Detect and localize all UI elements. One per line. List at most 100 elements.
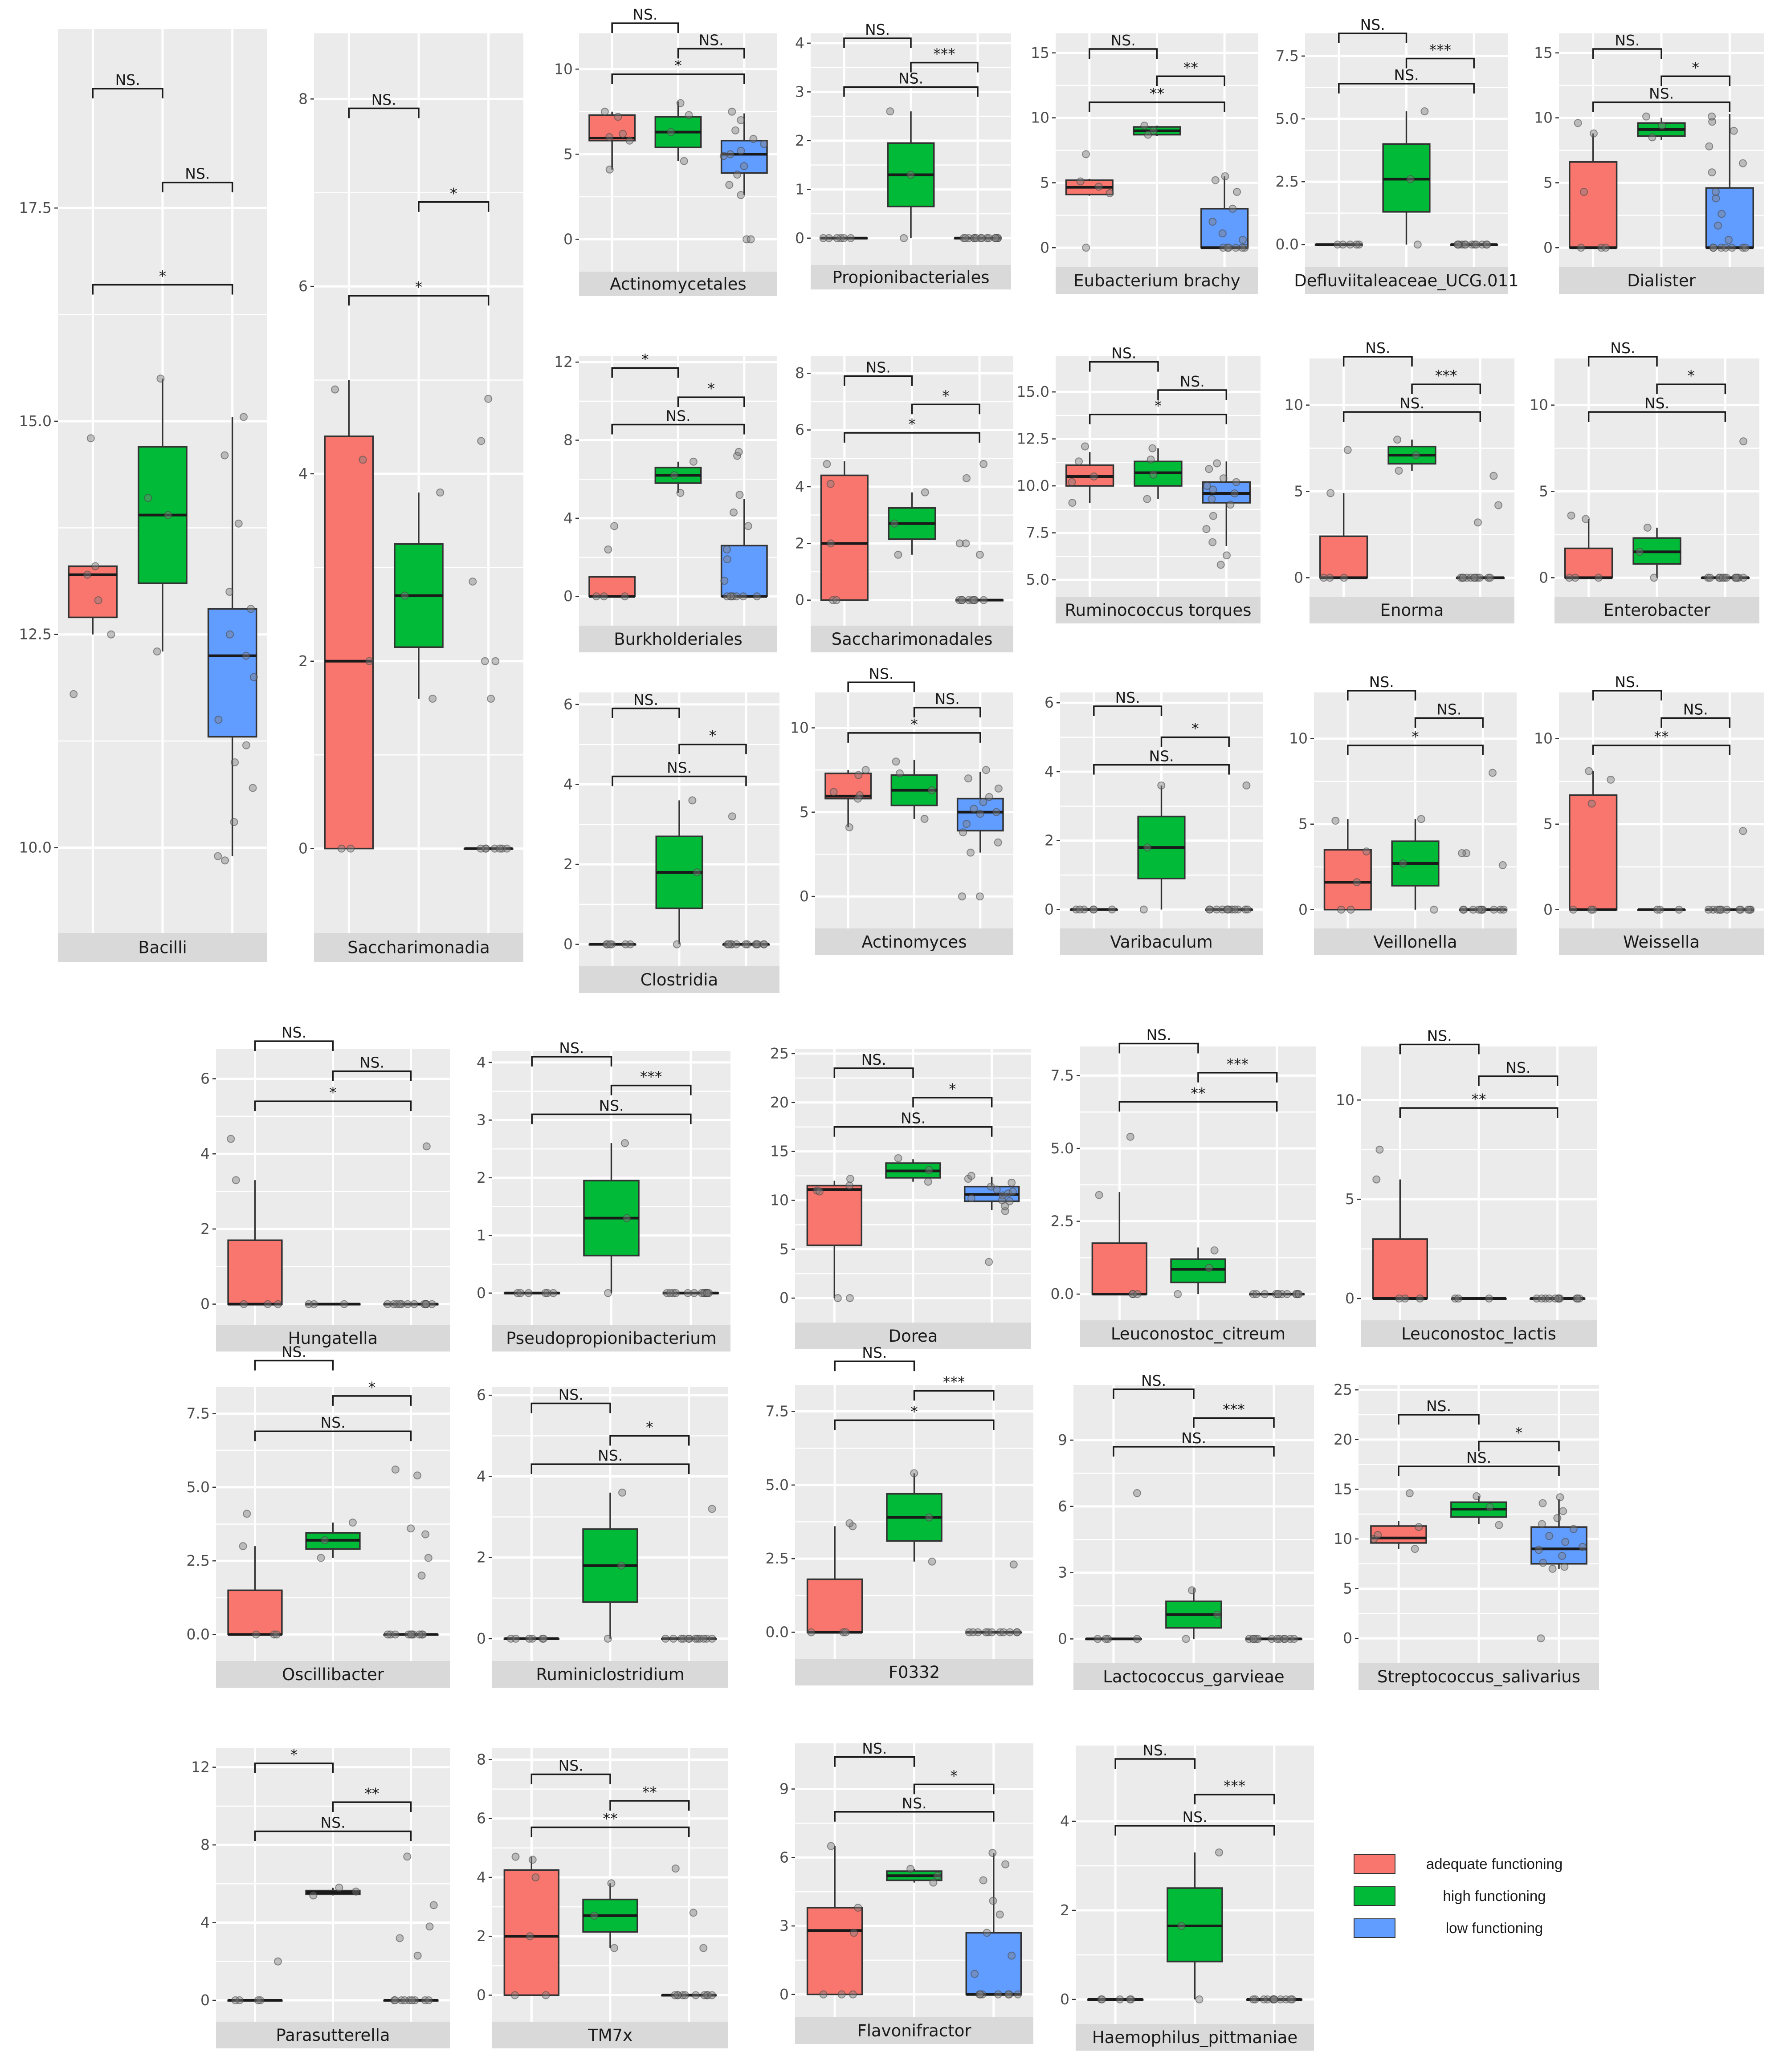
data-point bbox=[849, 1522, 857, 1531]
y-tick-label: 0 bbox=[1343, 1629, 1352, 1647]
data-point bbox=[807, 1628, 816, 1636]
panel-label: Saccharimonadia bbox=[347, 938, 490, 957]
strip-background bbox=[1076, 2024, 1314, 2051]
box-high-functioning bbox=[1632, 527, 1681, 578]
data-point bbox=[1177, 1922, 1186, 1930]
y-tick-label: 3 bbox=[1058, 1564, 1067, 1581]
data-point bbox=[1216, 561, 1225, 569]
panel-leuconostoc-citreum: 0.02.55.07.5NS.*****Leuconostoc_citreum bbox=[1051, 1026, 1316, 1347]
data-point bbox=[1219, 474, 1228, 483]
data-point bbox=[1551, 1294, 1559, 1303]
data-point bbox=[274, 1300, 282, 1308]
data-point bbox=[1148, 444, 1157, 452]
significance-label: * bbox=[1687, 367, 1695, 384]
data-point bbox=[1076, 177, 1085, 186]
data-point bbox=[894, 550, 902, 559]
data-point bbox=[542, 1991, 550, 1999]
data-point bbox=[992, 808, 1001, 816]
data-point bbox=[720, 577, 729, 585]
box-low-functioning bbox=[1200, 176, 1249, 249]
significance-label: *** bbox=[1223, 1400, 1245, 1418]
strip-background bbox=[216, 1661, 450, 1688]
significance-bracket bbox=[678, 743, 747, 754]
panel-bacilli: 10.0 12.5 15.0 17.5 NS. NS. * Bacilli bbox=[19, 29, 267, 962]
significance-label: NS. bbox=[633, 691, 658, 708]
box-adequate-functioning bbox=[806, 1846, 863, 1995]
significance-bracket bbox=[677, 396, 745, 407]
data-point bbox=[688, 796, 697, 805]
legend-item-low-functioning: low functioning bbox=[1354, 1918, 1543, 1938]
significance-bracket bbox=[332, 1070, 412, 1081]
data-point bbox=[1714, 221, 1722, 230]
significance-label: NS. bbox=[115, 71, 140, 89]
box-adequate-functioning bbox=[820, 461, 869, 601]
y-tick-label: 5 bbox=[779, 1240, 789, 1258]
panel-oscillibacter: 0.0 2.5 5.0 7.5 NS. * NS. Oscillibacter bbox=[187, 1343, 450, 1688]
significance-bracket bbox=[1338, 83, 1475, 94]
data-point bbox=[225, 587, 234, 596]
data-point bbox=[702, 1634, 711, 1643]
data-point bbox=[1375, 1145, 1384, 1154]
iqr-box bbox=[956, 798, 1004, 832]
significance-bracket bbox=[1157, 389, 1228, 400]
data-point bbox=[1483, 240, 1491, 249]
data-point bbox=[1202, 525, 1211, 533]
y-tick-label: 3 bbox=[779, 1917, 789, 1934]
data-point bbox=[921, 488, 929, 497]
data-point bbox=[1556, 1493, 1564, 1502]
data-point bbox=[854, 771, 863, 779]
data-point bbox=[731, 126, 740, 134]
data-point bbox=[1242, 781, 1251, 790]
data-point bbox=[526, 1932, 534, 1941]
box-adequate-functioning bbox=[227, 1999, 283, 2002]
data-point bbox=[1338, 240, 1347, 249]
box-high-functioning bbox=[1387, 440, 1436, 471]
y-tick-label: 5 bbox=[1343, 1580, 1352, 1597]
significance-bracket bbox=[1656, 383, 1726, 395]
significance-bracket bbox=[910, 61, 979, 73]
strip-background bbox=[1060, 928, 1263, 955]
data-point bbox=[1209, 512, 1217, 520]
data-point bbox=[1239, 236, 1247, 244]
significance-label: ** bbox=[1472, 1091, 1486, 1108]
data-point bbox=[606, 940, 614, 948]
data-point bbox=[607, 1879, 616, 1888]
data-point bbox=[1712, 194, 1720, 203]
data-point bbox=[274, 1957, 282, 1966]
data-point bbox=[722, 545, 731, 554]
box-adequate-functioning bbox=[588, 576, 636, 598]
data-point bbox=[1260, 1995, 1268, 2003]
data-point bbox=[1004, 1189, 1012, 1198]
box-high-functioning bbox=[1391, 819, 1440, 910]
data-point bbox=[670, 471, 678, 480]
data-point bbox=[728, 107, 736, 116]
y-tick-label: 10.0 bbox=[1017, 477, 1049, 494]
data-point bbox=[1717, 244, 1726, 252]
data-point bbox=[669, 1634, 677, 1643]
y-tick-label: 4 bbox=[795, 34, 804, 52]
box-adequate-functioning bbox=[1319, 493, 1368, 579]
data-point bbox=[900, 234, 908, 242]
iqr-box bbox=[227, 1589, 283, 1636]
y-tick-label: 3 bbox=[477, 1111, 486, 1128]
legend-swatch bbox=[1354, 1854, 1395, 1874]
data-point bbox=[666, 1289, 674, 1297]
data-point bbox=[1274, 1290, 1282, 1299]
significance-label: NS. bbox=[902, 1795, 926, 1812]
data-point bbox=[317, 1554, 325, 1562]
significance-bracket bbox=[913, 707, 981, 718]
y-tick-label: 10 bbox=[1289, 730, 1308, 747]
data-point bbox=[600, 107, 609, 116]
significance-bracket bbox=[1118, 1101, 1278, 1112]
significance-label: NS. bbox=[1149, 747, 1174, 765]
iqr-box bbox=[324, 436, 374, 850]
data-point bbox=[1413, 240, 1422, 249]
data-point bbox=[1149, 470, 1158, 479]
data-point bbox=[961, 234, 970, 242]
data-point bbox=[235, 1996, 244, 2005]
data-point bbox=[604, 1289, 612, 1297]
significance-label: NS. bbox=[371, 91, 396, 108]
data-point bbox=[242, 741, 250, 749]
significance-bracket bbox=[1093, 705, 1163, 716]
data-point bbox=[1560, 1563, 1569, 1571]
